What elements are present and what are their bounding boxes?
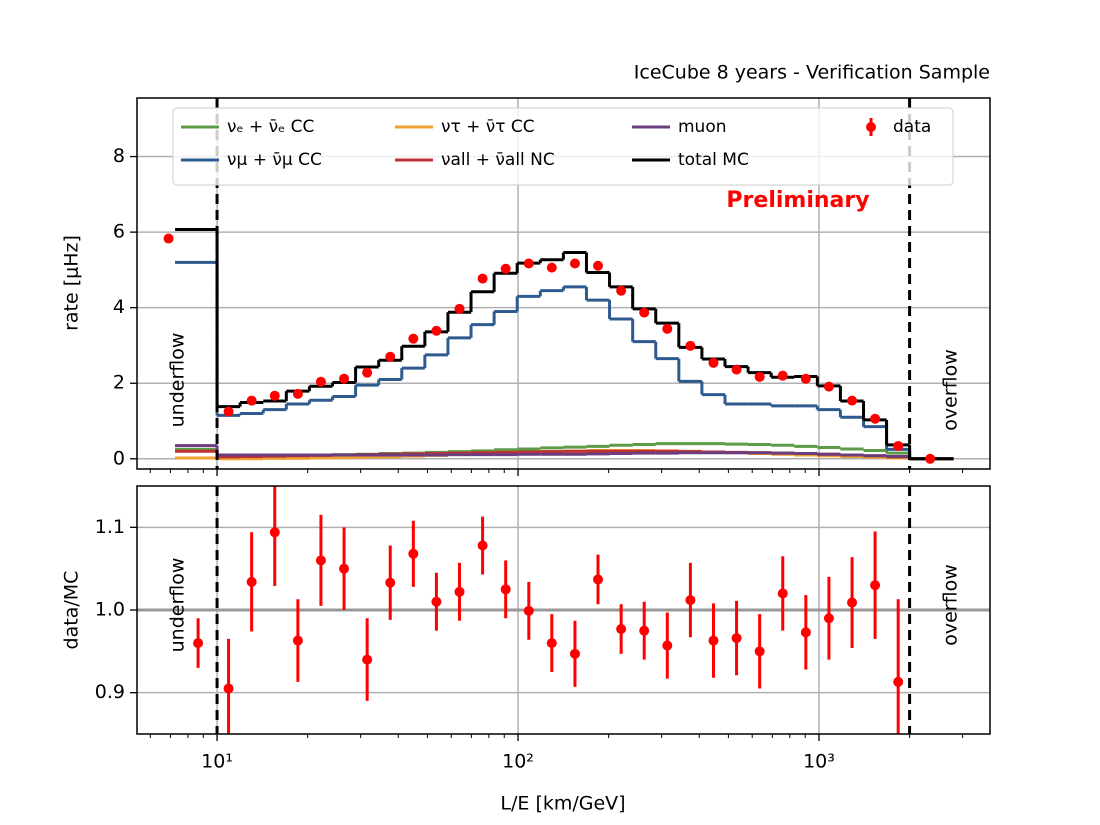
- data-point: [546, 638, 557, 649]
- legend-label: data: [893, 117, 931, 137]
- data-point: [408, 333, 419, 344]
- chart-title: IceCube 8 years - Verification Sample: [634, 62, 990, 84]
- data-point: [477, 273, 488, 284]
- y-axis-label: rate [μHz]: [61, 235, 83, 331]
- x-tick-label: 10¹: [201, 751, 233, 773]
- y-tick-label: 1.1: [95, 516, 125, 538]
- annotation: underflow: [167, 558, 189, 653]
- data-point: [847, 597, 858, 608]
- legend: νₑ + ν̄ₑ CC νμ + ν̄μ CC ντ + ν̄τ CC νall + …: [172, 107, 954, 186]
- data-point: [500, 584, 511, 595]
- data-point: [223, 683, 234, 694]
- data-point: [685, 595, 696, 606]
- axes-frame: [136, 97, 991, 470]
- data-point: [385, 351, 396, 362]
- legend-label: νall + ν̄all NC: [441, 150, 555, 170]
- data-point: [847, 395, 858, 406]
- data-point: [731, 364, 742, 375]
- data-point: [800, 627, 811, 638]
- data-point: [754, 371, 765, 382]
- annotation: underflow: [167, 333, 189, 428]
- y-tick-label: 6: [113, 221, 125, 243]
- axes-frame: [136, 485, 991, 735]
- data-point: [870, 413, 881, 424]
- legend-label: total MC: [678, 150, 749, 170]
- x-tick-label: 10²: [502, 751, 534, 773]
- data-point: [500, 263, 511, 274]
- data-point: [269, 527, 280, 538]
- data-point: [315, 376, 326, 387]
- data-point: [823, 613, 834, 624]
- data-point: [893, 440, 904, 451]
- plot-area: [137, 98, 990, 469]
- plot-area: [137, 486, 990, 734]
- data-point: [246, 395, 257, 406]
- y-tick-label: 8: [113, 145, 125, 167]
- data-point: [685, 340, 696, 351]
- data-point: [731, 633, 742, 644]
- y-tick-label: 0.9: [95, 681, 125, 703]
- data-point: [754, 646, 765, 657]
- data-point: [569, 648, 580, 659]
- data-point: [616, 624, 627, 635]
- data-point: [639, 625, 650, 636]
- data-point: [870, 580, 881, 591]
- x-axis-label: L/E [km/GeV]: [500, 793, 625, 815]
- data-point: [292, 635, 303, 646]
- data-point: [546, 262, 557, 273]
- data-point: [408, 548, 419, 559]
- data-point: [823, 381, 834, 392]
- data-point: [777, 588, 788, 599]
- legend-label: νμ + ν̄μ CC: [227, 150, 322, 170]
- data-point: [362, 654, 373, 665]
- data-point: [893, 676, 904, 687]
- data-point: [163, 233, 174, 244]
- annotation: overflow: [940, 564, 962, 646]
- data-point: [246, 576, 257, 587]
- data-point: [777, 370, 788, 381]
- data-point: [800, 373, 811, 384]
- data-point: [362, 367, 373, 378]
- data-point: [639, 307, 650, 318]
- y-tick-label: 0: [113, 447, 125, 469]
- y-tick-label: 1.0: [95, 599, 125, 621]
- data-point: [523, 605, 534, 616]
- data-point: [477, 540, 488, 551]
- data-point: [315, 555, 326, 566]
- data-point: [569, 258, 580, 269]
- data-point: [193, 638, 204, 649]
- y-axis-label: data/MC: [61, 571, 83, 650]
- data-point: [708, 635, 719, 646]
- data-point: [339, 373, 350, 384]
- legend-swatch: [866, 122, 876, 132]
- data-point: [431, 596, 442, 607]
- data-point: [593, 260, 604, 271]
- data-point: [454, 586, 465, 597]
- data-point: [385, 577, 396, 588]
- data-point: [925, 453, 936, 464]
- data-point: [662, 323, 673, 334]
- legend-label: νₑ + ν̄ₑ CC: [227, 117, 314, 137]
- data-point: [339, 563, 350, 574]
- legend-label: ντ + ν̄τ CC: [441, 117, 535, 137]
- annotation: overflow: [940, 349, 962, 431]
- y-tick-label: 4: [113, 296, 125, 318]
- data-point: [616, 285, 627, 296]
- data-point: [523, 258, 534, 269]
- x-tick-label: 10³: [803, 751, 835, 773]
- data-point: [431, 325, 442, 336]
- data-point: [708, 357, 719, 368]
- data-point: [454, 303, 465, 314]
- annotation: Preliminary: [726, 188, 869, 213]
- data-point: [223, 406, 234, 417]
- data-point: [292, 388, 303, 399]
- data-point: [662, 640, 673, 651]
- data-point: [593, 574, 604, 585]
- legend-label: muon: [678, 117, 727, 137]
- legend-frame: [172, 107, 954, 186]
- y-tick-label: 2: [113, 372, 125, 394]
- data-point: [269, 390, 280, 401]
